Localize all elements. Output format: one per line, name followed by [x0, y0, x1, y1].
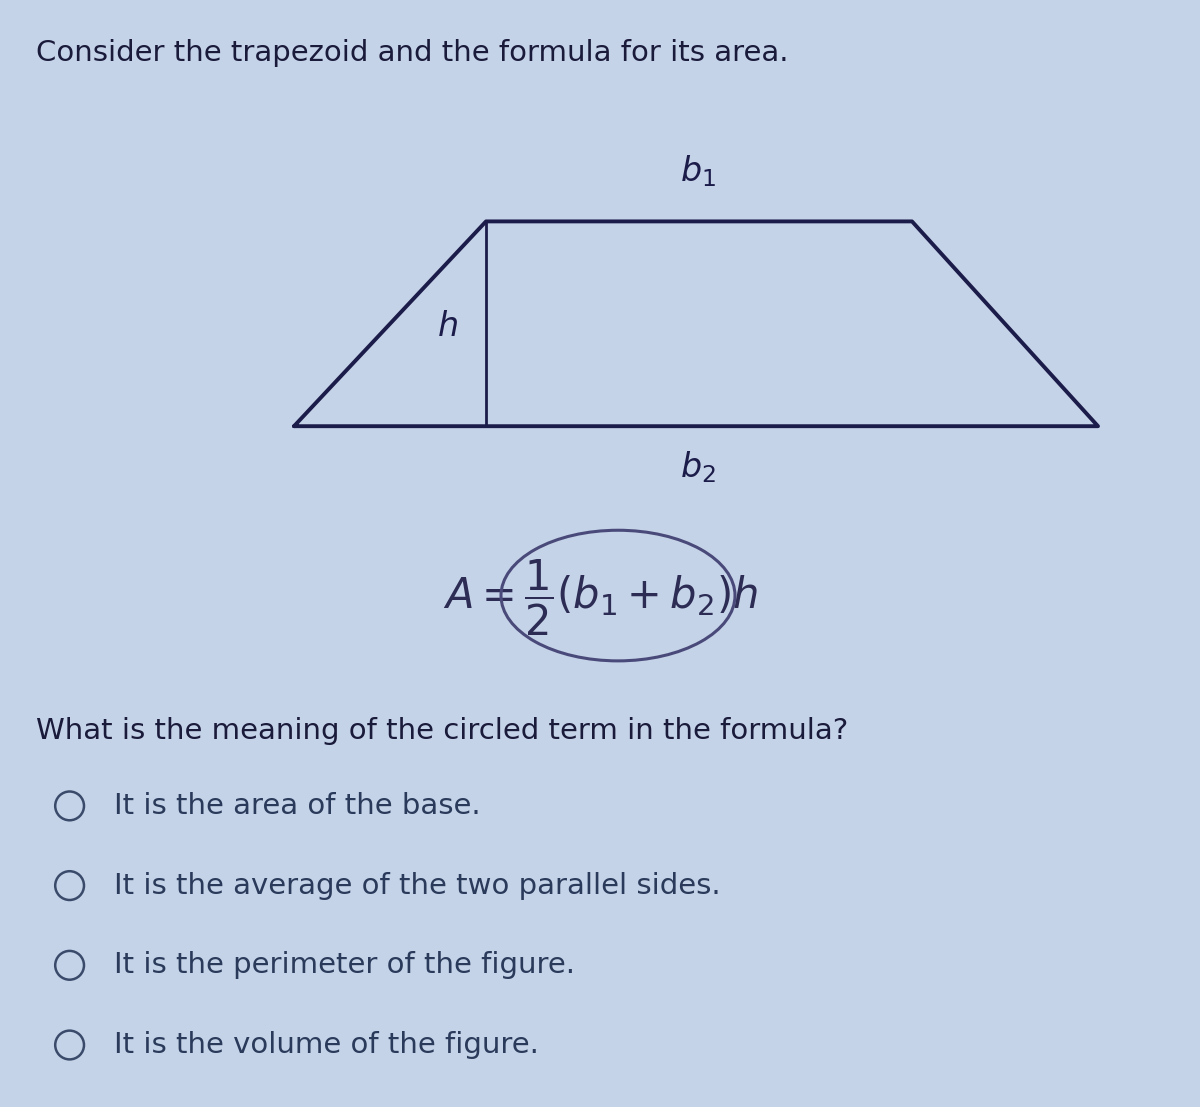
Text: $h$: $h$ [437, 310, 458, 343]
Text: $b_2$: $b_2$ [680, 449, 716, 485]
Text: $b_1$: $b_1$ [680, 154, 716, 189]
Text: What is the meaning of the circled term in the formula?: What is the meaning of the circled term … [36, 717, 848, 745]
Text: Consider the trapezoid and the formula for its area.: Consider the trapezoid and the formula f… [36, 39, 788, 66]
Text: $A = \dfrac{1}{2}(b_1 + b_2)h$: $A = \dfrac{1}{2}(b_1 + b_2)h$ [443, 558, 757, 638]
Text: It is the average of the two parallel sides.: It is the average of the two parallel si… [114, 871, 721, 900]
Text: It is the area of the base.: It is the area of the base. [114, 792, 481, 820]
Text: It is the perimeter of the figure.: It is the perimeter of the figure. [114, 951, 575, 980]
Text: It is the volume of the figure.: It is the volume of the figure. [114, 1031, 539, 1059]
